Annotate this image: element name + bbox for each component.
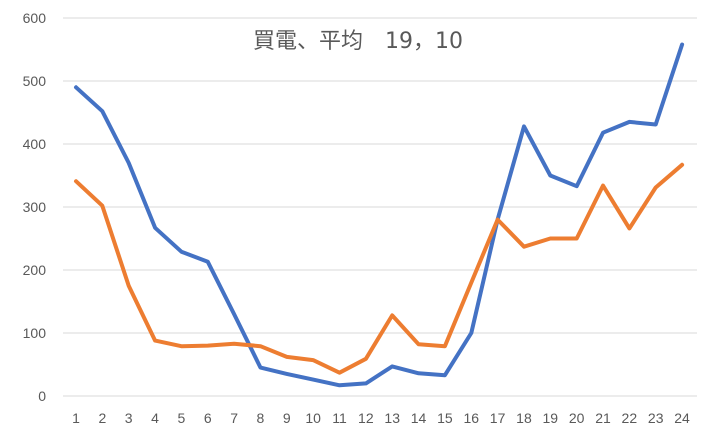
x-tick-label: 21 <box>595 410 611 426</box>
grid-lines <box>63 17 697 397</box>
x-tick-label: 16 <box>463 410 479 426</box>
x-tick-label: 5 <box>178 410 186 426</box>
series-layer <box>74 42 685 388</box>
x-tick-label: 1 <box>72 410 80 426</box>
y-tick-label: 500 <box>23 73 47 89</box>
x-tick-label: 20 <box>569 410 585 426</box>
x-tick-label: 24 <box>674 410 690 426</box>
x-tick-label: 15 <box>437 410 453 426</box>
y-tick-label: 0 <box>38 388 46 404</box>
x-tick-label: 3 <box>125 410 133 426</box>
x-tick-label: 8 <box>257 410 265 426</box>
x-tick-label: 7 <box>230 410 238 426</box>
series-line-1 <box>74 42 685 388</box>
x-tick-label: 6 <box>204 410 212 426</box>
x-axis-ticks: 1 2 3 4 5 6 7 8 9 10 11 12 13 14 15 16 17 18 19 20 21 22 23 24 <box>72 410 690 426</box>
x-tick-label: 18 <box>516 410 532 426</box>
y-tick-label: 300 <box>23 199 47 215</box>
x-tick-label: 4 <box>151 410 159 426</box>
y-tick-label: 400 <box>23 136 47 152</box>
series-line-2 <box>74 162 685 375</box>
x-tick-label: 11 <box>332 410 347 426</box>
x-tick-label: 19 <box>543 410 559 426</box>
x-tick-label: 10 <box>305 410 321 426</box>
x-tick-label: 2 <box>98 410 106 426</box>
y-tick-label: 200 <box>23 262 47 278</box>
y-tick-label: 100 <box>23 325 47 341</box>
y-axis-ticks: 0 100 200 300 400 500 600 <box>23 10 47 404</box>
chart-title: 買電、平均 19，10 <box>253 29 463 54</box>
x-tick-label: 23 <box>648 410 664 426</box>
x-tick-label: 22 <box>622 410 638 426</box>
y-tick-label: 600 <box>23 10 47 26</box>
x-tick-label: 9 <box>283 410 291 426</box>
x-tick-label: 13 <box>384 410 400 426</box>
x-tick-label: 17 <box>490 410 506 426</box>
x-tick-label: 12 <box>358 410 374 426</box>
x-tick-label: 14 <box>411 410 427 426</box>
